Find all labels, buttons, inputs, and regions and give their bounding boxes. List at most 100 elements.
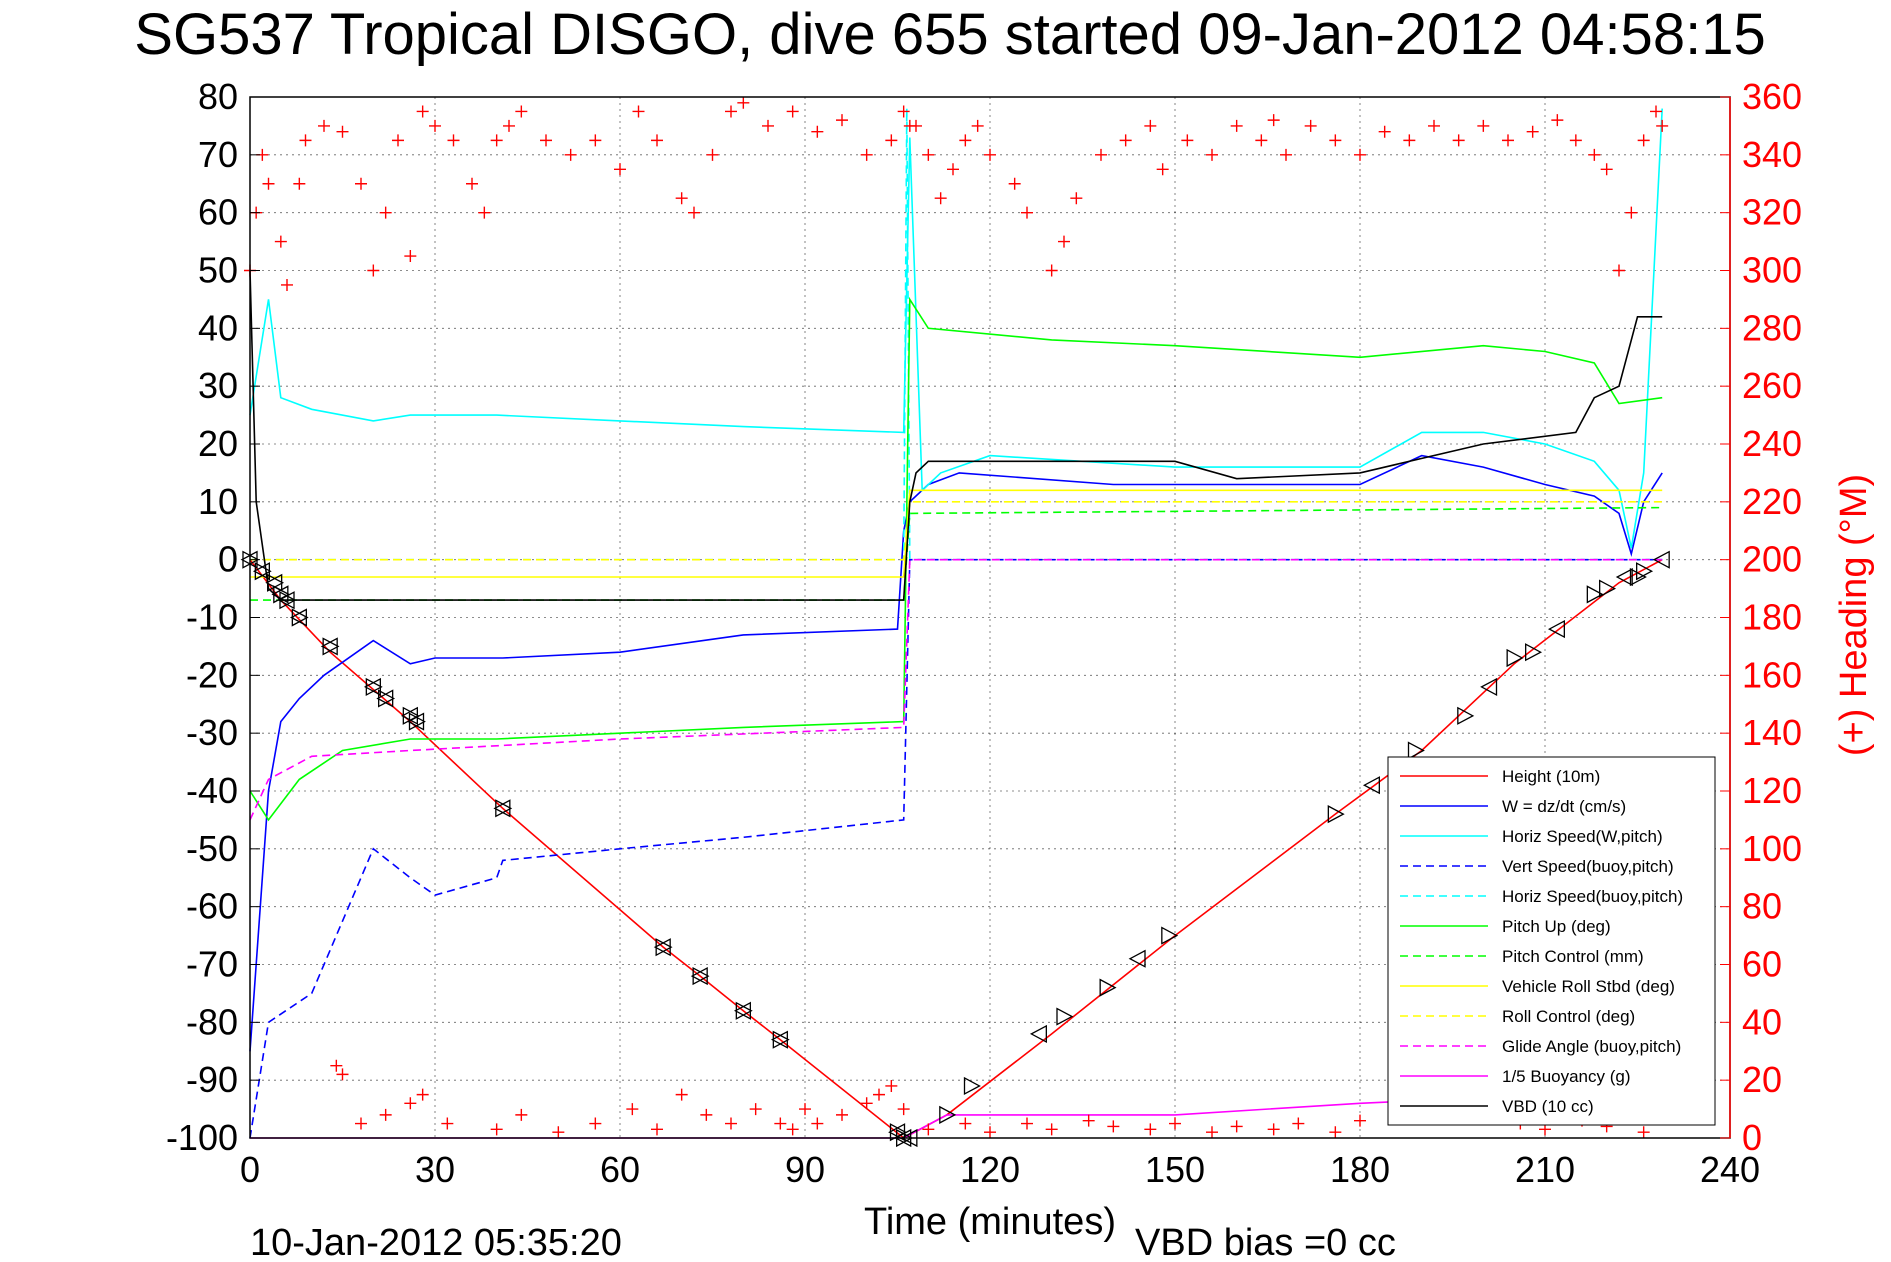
- dive-triangle-marker: [320, 637, 338, 656]
- dive-triangle-marker: [277, 591, 295, 610]
- dive-triangle-marker: [407, 712, 425, 731]
- heading-point: [1625, 206, 1638, 219]
- heading-point: [1403, 134, 1416, 147]
- heading-point: [1477, 119, 1490, 132]
- x-tick-label: 150: [1145, 1149, 1205, 1190]
- heading-point: [1255, 134, 1268, 147]
- y-tick-label: 10: [198, 481, 238, 522]
- legend-label-9: Glide Angle (buoy,pitch): [1502, 1037, 1681, 1056]
- climb-triangle-marker: [1457, 706, 1475, 725]
- heading-point: [811, 125, 824, 138]
- y2-tick-label: 80: [1742, 886, 1782, 927]
- heading-point: [1650, 105, 1662, 118]
- footer-timestamp: 10-Jan-2012 05:35:20: [250, 1222, 622, 1262]
- heading-point: [1329, 134, 1342, 147]
- climb-triangle-marker: [1029, 1024, 1047, 1043]
- heading-point: [651, 134, 663, 147]
- x-tick-label: 210: [1515, 1149, 1575, 1190]
- y2-tick-label: 200: [1742, 539, 1802, 580]
- heading-point: [1292, 1117, 1305, 1130]
- heading-point: [786, 1123, 799, 1136]
- y-tick-label: -90: [186, 1059, 238, 1100]
- heading-point: [725, 1117, 737, 1130]
- y-tick-label: 70: [198, 134, 238, 175]
- heading-point: [860, 1097, 873, 1110]
- heading-point: [922, 148, 935, 161]
- heading-point: [632, 105, 645, 118]
- y2-tick-label: 240: [1742, 423, 1802, 464]
- heading-point: [1058, 235, 1070, 248]
- climb-triangle-marker: [1586, 585, 1604, 604]
- heading-point: [700, 1108, 713, 1121]
- x-tick-label: 90: [785, 1149, 825, 1190]
- heading-point: [1206, 148, 1218, 161]
- legend-label-11: VBD (10 cc): [1502, 1097, 1594, 1116]
- heading-point: [318, 119, 330, 132]
- heading-point: [749, 1103, 762, 1116]
- y-tick-label: 40: [198, 307, 238, 348]
- heading-point: [799, 1103, 811, 1116]
- heading-point: [1304, 119, 1317, 132]
- heading-point: [478, 206, 491, 219]
- climb-triangle-marker: [963, 1076, 981, 1096]
- heading-point: [1206, 1126, 1218, 1139]
- heading-point: [959, 134, 972, 147]
- legend-label-5: Pitch Up (deg): [1502, 917, 1611, 936]
- climb-triangle-marker: [1525, 643, 1543, 662]
- y2-tick-label: 220: [1742, 481, 1802, 522]
- y-tick-label: -10: [186, 597, 238, 638]
- heading-point: [1230, 119, 1243, 132]
- y2-tick-label: 300: [1742, 250, 1802, 291]
- heading-point: [379, 206, 392, 219]
- heading-point: [1600, 163, 1613, 176]
- y-tick-label: -40: [186, 770, 238, 811]
- x-tick-label: 60: [600, 1149, 640, 1190]
- heading-point: [293, 177, 306, 190]
- dive-triangle-marker: [653, 938, 671, 957]
- heading-point: [1613, 264, 1625, 277]
- heading-point: [392, 134, 404, 147]
- heading-point: [466, 177, 478, 190]
- heading-point: [836, 1108, 848, 1121]
- y2-axis-ticks: 3603403203002802602402202001801601401201…: [1720, 76, 1802, 1158]
- legend-label-1: W = dz/dt (cm/s): [1502, 797, 1626, 816]
- heading-point: [910, 119, 922, 132]
- legend-label-4: Horiz Speed(buoy,pitch): [1502, 887, 1683, 906]
- y-tick-label: -20: [186, 654, 238, 695]
- heading-point: [1045, 1123, 1058, 1136]
- heading-point: [1021, 1117, 1033, 1130]
- heading-point: [1637, 134, 1650, 147]
- x-tick-label: 120: [960, 1149, 1020, 1190]
- climb-triangle-marker: [1128, 949, 1146, 968]
- heading-point: [614, 163, 626, 176]
- y-tick-label: -60: [186, 886, 238, 927]
- y2-tick-label: 60: [1742, 944, 1782, 985]
- legend-label-0: Height (10m): [1502, 767, 1600, 786]
- y2-tick-label: 40: [1742, 1001, 1782, 1042]
- heading-point: [429, 119, 441, 132]
- heading-point: [299, 134, 312, 147]
- dive-triangle-marker: [733, 1001, 751, 1020]
- heading-point: [589, 134, 602, 147]
- legend-label-10: 1/5 Buoyancy (g): [1502, 1067, 1631, 1086]
- heading-point: [762, 119, 774, 132]
- heading-point: [706, 148, 719, 161]
- dive-triangle-marker: [363, 677, 381, 696]
- heading-point: [564, 148, 577, 161]
- climb-triangle-marker: [1547, 619, 1565, 639]
- legend-box: [1387, 756, 1716, 1126]
- heading-point: [379, 1108, 392, 1121]
- heading-point: [1280, 148, 1292, 161]
- y2-tick-label: 260: [1742, 365, 1802, 406]
- climb-triangle-marker: [1056, 1007, 1074, 1026]
- climb-triangle-marker: [1327, 805, 1345, 824]
- heading-point: [355, 177, 367, 190]
- y-tick-label: -70: [186, 944, 238, 985]
- y-tick-label: 20: [198, 423, 238, 464]
- y2-tick-label: 0: [1742, 1117, 1762, 1158]
- heading-point: [959, 1117, 972, 1130]
- heading-point: [1119, 134, 1132, 147]
- heading-point: [1354, 148, 1366, 161]
- series-line-2: [249, 108, 1663, 549]
